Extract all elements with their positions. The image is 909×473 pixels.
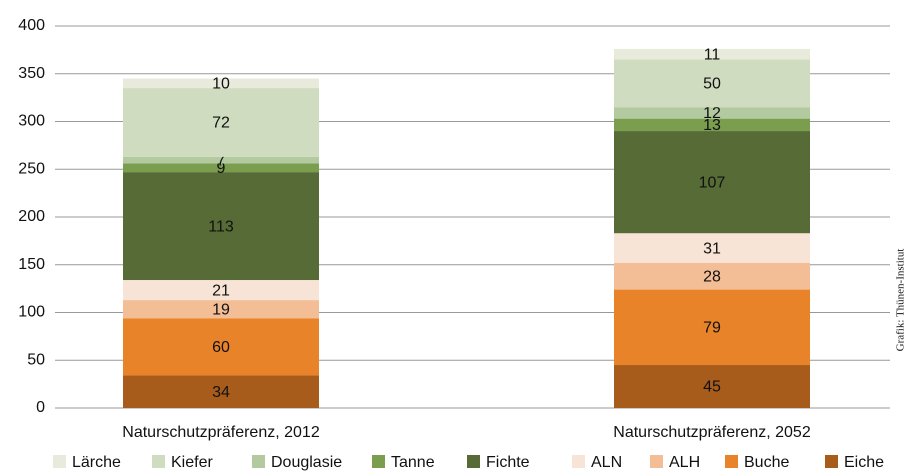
- bar-segment: [614, 262, 810, 290]
- data-label: 113: [208, 218, 234, 235]
- legend-swatch: [825, 455, 838, 468]
- bar-segment: [123, 163, 319, 173]
- bar-segment: [123, 172, 319, 281]
- source: Grafik: Thünen-Institut: [895, 249, 907, 352]
- y-tick-label: 0: [36, 399, 45, 416]
- legend-label: Lärche: [72, 454, 121, 471]
- legend-label: ALN: [591, 454, 622, 471]
- data-label: 107: [699, 174, 726, 191]
- data-label: 11: [704, 46, 721, 63]
- legend-label: Fichte: [486, 454, 530, 471]
- data-label: 60: [212, 339, 230, 356]
- x-tick-label: Naturschutzpräferenz, 2052: [613, 424, 811, 441]
- bar-segment: [614, 365, 810, 408]
- legend-label: ALH: [669, 454, 700, 471]
- legend-label: Buche: [744, 454, 789, 471]
- legend-swatch: [152, 455, 165, 468]
- bar-segment: [123, 156, 319, 164]
- legend-swatch: [467, 455, 480, 468]
- bar-segment: [614, 118, 810, 132]
- data-label: 19: [212, 301, 230, 318]
- data-label: 34: [212, 384, 230, 401]
- legend-label: Tanne: [391, 454, 435, 471]
- bar-segment: [614, 107, 810, 119]
- legend-swatch: [252, 455, 265, 468]
- bar-segment: [614, 48, 810, 60]
- data-label: 9: [217, 160, 226, 177]
- data-label: 31: [703, 240, 721, 257]
- data-label: 21: [212, 282, 230, 299]
- legend-swatch: [372, 455, 385, 468]
- bar-segment: [123, 318, 319, 376]
- data-label: 13: [703, 117, 721, 134]
- bar-segment: [614, 59, 810, 108]
- bar-segment: [123, 78, 319, 89]
- legend-label: Eiche: [844, 454, 884, 471]
- bar-segment: [123, 375, 319, 408]
- bar-segment: [123, 300, 319, 319]
- bar-segment: [614, 289, 810, 366]
- y-tick-label: 200: [18, 208, 45, 225]
- y-tick-label: 400: [18, 17, 45, 34]
- data-label: 10: [212, 76, 230, 93]
- x-tick-label: Naturschutzpräferenz, 2012: [122, 424, 320, 441]
- y-tick-label: 150: [18, 256, 45, 273]
- y-tick-label: 350: [18, 65, 45, 82]
- bar-segment: [614, 233, 810, 263]
- legend-label: Douglasie: [271, 454, 342, 471]
- legend-swatch: [650, 455, 663, 468]
- y-tick-label: 300: [18, 113, 45, 130]
- data-label: 79: [703, 320, 721, 337]
- data-label: 28: [703, 268, 721, 285]
- legend-label: Kiefer: [171, 454, 213, 471]
- y-tick-label: 50: [27, 351, 45, 368]
- bar-segment: [123, 280, 319, 301]
- y-tick-label: 250: [18, 160, 45, 177]
- data-label: 45: [703, 379, 721, 396]
- bar-segment: [123, 88, 319, 157]
- data-label: 12: [703, 105, 721, 122]
- legend-swatch: [572, 455, 585, 468]
- data-label: 7: [217, 152, 226, 169]
- legend-swatch: [53, 455, 66, 468]
- legend-swatch: [725, 455, 738, 468]
- data-label: 50: [703, 76, 721, 93]
- y-tick-label: 100: [18, 304, 45, 321]
- data-label: 72: [212, 115, 230, 132]
- bar-segment: [614, 131, 810, 234]
